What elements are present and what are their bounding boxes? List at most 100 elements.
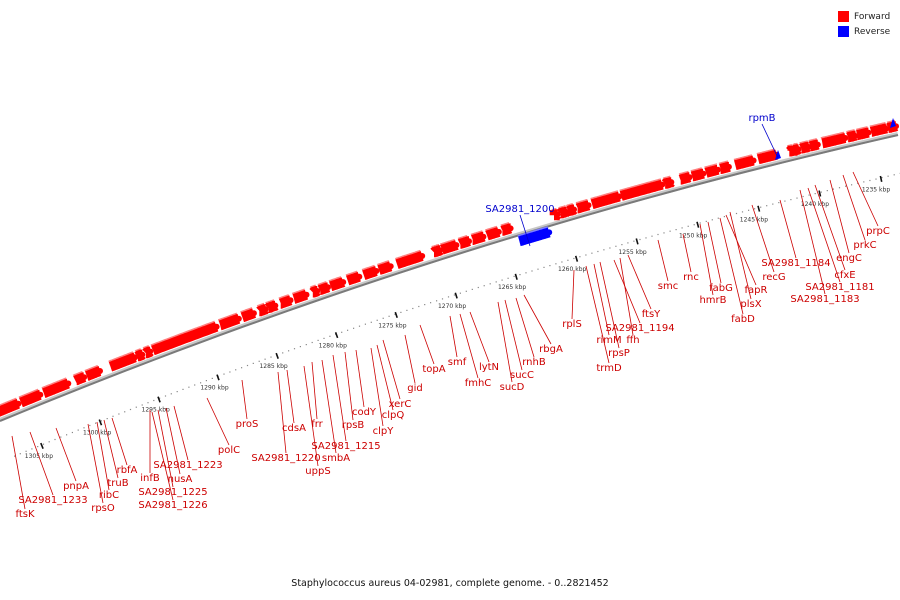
scale-dot — [760, 206, 762, 208]
scale-dot — [124, 411, 126, 413]
tick-mark — [757, 205, 761, 212]
gene-label-ffh[interactable]: ffh — [619, 257, 640, 346]
scale-dot — [778, 202, 780, 204]
gene-label-hmrb[interactable]: hmrB — [699, 223, 727, 306]
gene-label-rbfa[interactable]: rbfA — [111, 417, 138, 476]
scale-dot — [887, 175, 889, 177]
scale-dot — [820, 191, 822, 193]
gene-label-clpy[interactable]: clpY — [370, 347, 394, 437]
forward-gene-block-arrow — [132, 354, 139, 361]
gene-label-rpsb[interactable]: rpsB — [342, 351, 365, 431]
gene-label-sa2981-1181[interactable]: SA2981_1181 — [805, 187, 875, 293]
forward-gene-block — [291, 288, 310, 304]
gene-name: smf — [448, 357, 467, 368]
gene-label-infb[interactable]: infB — [140, 410, 160, 484]
label-connector — [751, 204, 775, 273]
gene-label-plsx[interactable]: plsX — [729, 211, 762, 310]
scale-dot — [784, 200, 786, 202]
gene-label-sa2981-1184[interactable]: SA2981_1184 — [761, 199, 831, 269]
gene-label-sa2981-1215[interactable]: SA2981_1215 — [311, 354, 381, 452]
gene-label-nusa[interactable]: nusA — [165, 407, 193, 485]
scale-dots — [14, 172, 900, 457]
gene-name: proS — [236, 419, 259, 430]
gene-label-polc[interactable]: polC — [206, 397, 240, 456]
genome-axis — [0, 132, 899, 422]
gene-label-sa2981-1220[interactable]: SA2981_1220 — [251, 371, 321, 464]
scale-dot — [436, 300, 438, 302]
forward-gene-block-arrow — [795, 146, 802, 153]
gene-label-rimm[interactable]: rimM — [593, 263, 622, 346]
gene-label-recg[interactable]: recG — [751, 204, 786, 283]
gene-label-sucd[interactable]: sucD — [497, 301, 525, 393]
gene-label-sa2981-1225[interactable]: SA2981_1225 — [138, 409, 208, 498]
gene-label-prkc[interactable]: prkC — [842, 174, 877, 251]
scale-dot — [573, 257, 575, 260]
scale-dot — [205, 380, 207, 382]
label-connector — [627, 254, 652, 310]
gene-label-ftsk[interactable]: ftsK — [11, 435, 35, 520]
label-connector — [206, 397, 230, 446]
gene-label-rpmb[interactable]: rpmB — [748, 113, 779, 159]
gene-label-ribc[interactable]: ribC — [96, 421, 119, 501]
forward-gene-block — [590, 190, 623, 210]
gene-label-pros[interactable]: proS — [236, 379, 259, 430]
label-connector — [370, 347, 384, 427]
gene-label-rbga[interactable]: rbgA — [523, 294, 563, 355]
gene-label-topa[interactable]: topA — [419, 324, 446, 375]
gene-label-sa2981-1223[interactable]: SA2981_1223 — [153, 405, 223, 471]
gene-label-smc[interactable]: smc — [657, 239, 678, 292]
gene-label-cdsa[interactable]: cdsA — [282, 369, 306, 434]
label-connector — [29, 431, 54, 496]
gene-label-rpls[interactable]: rplS — [562, 269, 582, 330]
gene-label-rnc[interactable]: rnc — [682, 233, 699, 283]
gene-label-lytn[interactable]: lytN — [469, 311, 499, 373]
forward-gene-block — [470, 230, 487, 245]
gene-label-fabg[interactable]: fabG — [707, 221, 733, 294]
gene-label-sa2981-1233[interactable]: SA2981_1233 — [18, 431, 88, 506]
gene-label-pnpa[interactable]: pnpA — [55, 427, 89, 492]
forward-gene-block-arrow — [15, 400, 22, 407]
gene-label-fabd[interactable]: fabD — [719, 217, 755, 325]
gene-label-prpc[interactable]: prpC — [852, 171, 890, 237]
gene-label-xerc[interactable]: xerC — [382, 339, 411, 410]
gene-label-fmhc[interactable]: fmhC — [459, 313, 491, 389]
forward-gene-block-arrow — [303, 291, 310, 298]
gene-label-smba[interactable]: smbA — [321, 359, 350, 464]
gene-name: nusA — [168, 474, 193, 485]
forward-gene-block-body — [0, 398, 20, 417]
forward-gene-block-arrow — [865, 129, 872, 136]
gene-label-smf[interactable]: smf — [448, 315, 467, 368]
label-connector — [419, 324, 435, 365]
gene-label-gid[interactable]: gid — [404, 334, 423, 394]
gene-label-sa2981-1194[interactable]: SA2981_1194 — [605, 259, 675, 334]
scale-dot — [741, 211, 744, 213]
gene-label-sa2981-1183[interactable]: SA2981_1183 — [790, 189, 860, 305]
gene-label-succ[interactable]: sucC — [504, 299, 534, 381]
gene-label-upps[interactable]: uppS — [303, 365, 331, 477]
gene-label-trmd[interactable]: trmD — [585, 265, 622, 374]
gene-label-fapr[interactable]: fapR — [725, 214, 768, 296]
gene-name: sucD — [500, 382, 525, 393]
scale-dot — [537, 268, 539, 270]
gene-label-cfxe[interactable]: cfxE — [814, 184, 856, 281]
gene-label-cody[interactable]: codY — [352, 349, 377, 418]
gene-label-sa2981-1200[interactable]: SA2981_1200 — [485, 204, 555, 247]
tick-mark — [98, 419, 103, 426]
scale-dot — [651, 235, 653, 237]
tick-label: 1240 kbp — [801, 201, 829, 208]
gene-label-trub[interactable]: truB — [103, 419, 129, 489]
gene-label-clpq[interactable]: clpQ — [376, 344, 404, 421]
gene-name: rplS — [562, 319, 582, 330]
forward-gene-block — [142, 345, 154, 359]
gene-label-sa2981-1226[interactable]: SA2981_1226 — [138, 411, 208, 511]
gene-name: SA2981_1220 — [251, 453, 320, 464]
gene-label-engc[interactable]: engC — [829, 179, 862, 264]
forward-gene-block-body — [590, 191, 621, 210]
gene-label-ftsy[interactable]: ftsY — [627, 254, 661, 320]
forward-gene-block-arrow — [262, 306, 269, 313]
forward-gene-block-arrow — [585, 202, 592, 209]
gene-label-frr[interactable]: frr — [311, 361, 324, 430]
gene-label-rnhb[interactable]: rnhB — [515, 297, 546, 368]
gene-label-rpso[interactable]: rpsO — [87, 423, 115, 514]
gene-label-rpsp[interactable]: rpsP — [599, 261, 630, 359]
